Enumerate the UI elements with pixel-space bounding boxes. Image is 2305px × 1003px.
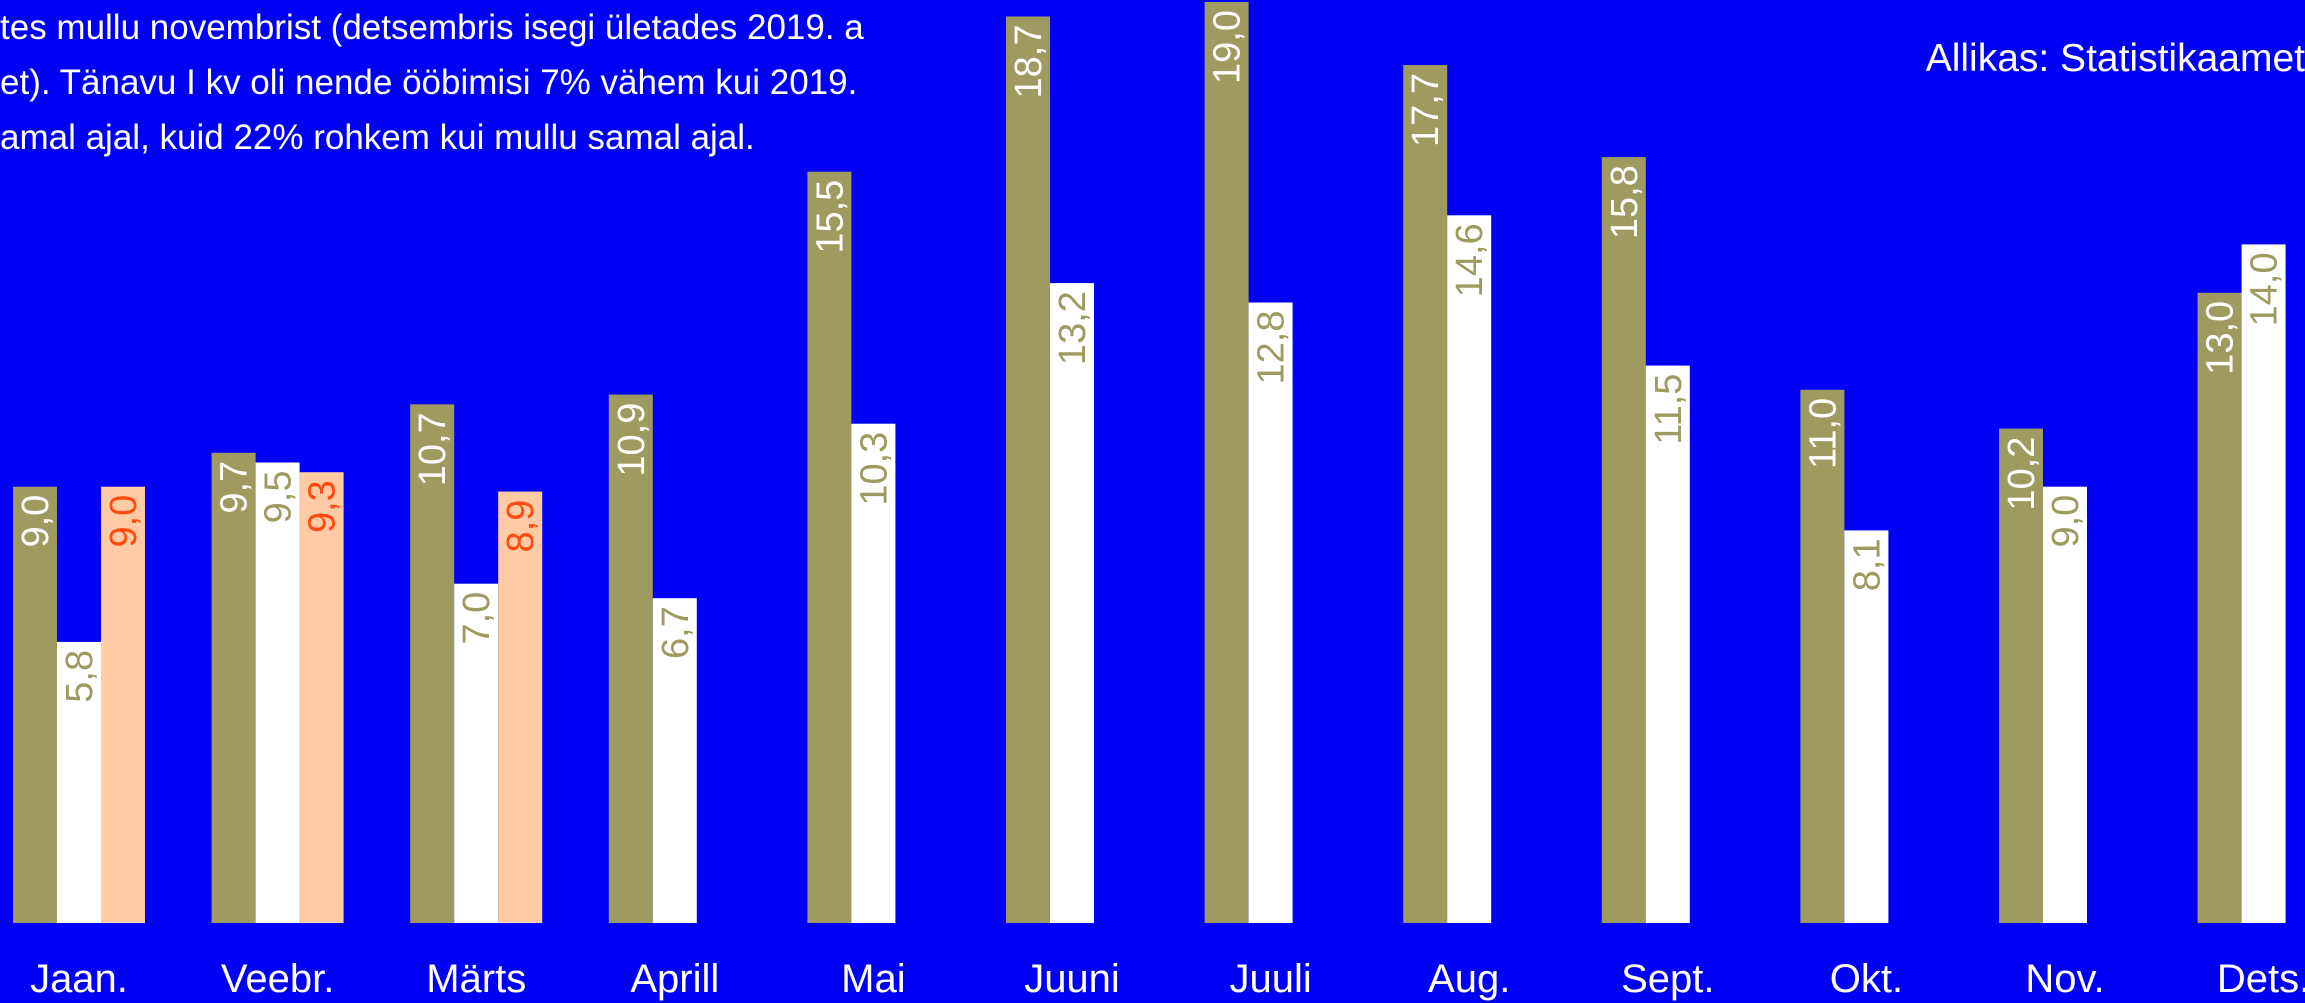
- value-label-2020-5: 10,3: [853, 432, 895, 506]
- category-label-10: Okt.: [1830, 957, 1903, 1001]
- bar-2019-3: [410, 404, 455, 923]
- intro-line-3: amal ajal, kuid 22% rohkem kui mullu sam…: [0, 118, 755, 157]
- value-label-2019-2: 9,7: [214, 461, 256, 514]
- bar-2019-8: [1403, 65, 1448, 923]
- bar-2020-6: [1050, 283, 1094, 924]
- source-note: Allikas: Statistikaamet: [1925, 37, 2305, 80]
- bar-2020-8: [1447, 215, 1492, 924]
- bar-2019-1: [13, 486, 57, 923]
- bar-2020-10: [1844, 530, 1889, 923]
- value-label-2020-9: 11,5: [1648, 374, 1690, 445]
- bar-2019-10: [1800, 389, 1845, 923]
- value-label-2020-6: 13,2: [1052, 291, 1094, 365]
- value-label-2020-4: 6,7: [655, 606, 697, 659]
- category-label-2: Veebr.: [221, 957, 334, 1001]
- value-label-2019-7: 19,0: [1207, 10, 1249, 84]
- category-label-11: Nov.: [2025, 957, 2104, 1001]
- bar-2020-7: [1248, 302, 1293, 923]
- bar-2019-12: [2197, 292, 2242, 923]
- value-label-2019-9: 15,8: [1604, 165, 1646, 239]
- category-label-3: Märts: [426, 957, 526, 1001]
- value-label-2021-2: 9,3: [302, 480, 344, 533]
- value-label-2020-10: 8,1: [1846, 538, 1888, 591]
- bar-2020-12: [2241, 244, 2286, 923]
- value-label-2019-1: 9,0: [15, 495, 57, 548]
- value-label-2019-5: 15,5: [809, 180, 851, 254]
- bar-2019-6: [1006, 16, 1050, 923]
- bar-2021-2: [299, 472, 344, 923]
- value-label-2019-11: 10,2: [2001, 437, 2043, 511]
- bar-2020-2: [255, 462, 300, 923]
- value-label-2019-8: 17,7: [1405, 73, 1447, 147]
- category-label-8: Aug.: [1428, 957, 1510, 1001]
- value-label-2020-3: 7,0: [456, 592, 498, 645]
- bar-2019-9: [1601, 157, 1646, 924]
- bar-2020-11: [2043, 486, 2087, 923]
- category-label-1: Jaan.: [30, 957, 128, 1001]
- category-label-5: Mai: [841, 957, 905, 1001]
- value-label-2020-11: 9,0: [2045, 495, 2087, 548]
- bar-2021-1: [101, 486, 145, 923]
- bar-2020-1: [57, 641, 101, 923]
- value-label-2021-1: 9,0: [103, 495, 145, 548]
- category-label-7: Juuli: [1229, 957, 1311, 1001]
- bar-2019-2: [211, 452, 256, 923]
- category-label-9: Sept.: [1621, 957, 1714, 1001]
- intro-text: tes mullu novembrist (detsembris isegi ü…: [0, 0, 980, 165]
- intro-line-1: tes mullu novembrist (detsembris isegi ü…: [0, 8, 864, 47]
- category-label-12: Dets.: [2217, 957, 2305, 1001]
- value-label-2019-4: 10,9: [611, 403, 653, 477]
- value-label-2020-8: 14,6: [1449, 223, 1491, 297]
- value-label-2019-12: 13,0: [2200, 301, 2242, 375]
- bar-2020-5: [851, 423, 896, 923]
- bar-2020-9: [1645, 365, 1690, 924]
- bar-2021-3: [498, 491, 543, 923]
- value-label-2019-10: 11,0: [1802, 398, 1844, 469]
- value-label-2020-12: 14,0: [2244, 252, 2286, 326]
- bar-2019-4: [608, 394, 653, 924]
- bar-2019-5: [807, 171, 852, 923]
- value-label-2020-1: 5,8: [59, 650, 101, 703]
- bar-2020-3: [454, 583, 499, 923]
- category-label-4: Aprill: [630, 957, 719, 1001]
- value-label-2020-7: 12,8: [1251, 311, 1293, 385]
- value-label-2019-6: 18,7: [1008, 25, 1050, 99]
- bar-2019-11: [1999, 428, 2043, 923]
- bar-2020-4: [652, 598, 697, 923]
- value-label-2019-3: 10,7: [412, 412, 454, 486]
- value-label-2021-3: 8,9: [500, 500, 542, 553]
- category-label-6: Juuni: [1024, 957, 1120, 1001]
- intro-line-2: et). Tänavu I kv oli nende ööbimisi 7% v…: [0, 63, 858, 102]
- bar-2019-7: [1204, 2, 1249, 923]
- value-label-2020-2: 9,5: [258, 471, 300, 524]
